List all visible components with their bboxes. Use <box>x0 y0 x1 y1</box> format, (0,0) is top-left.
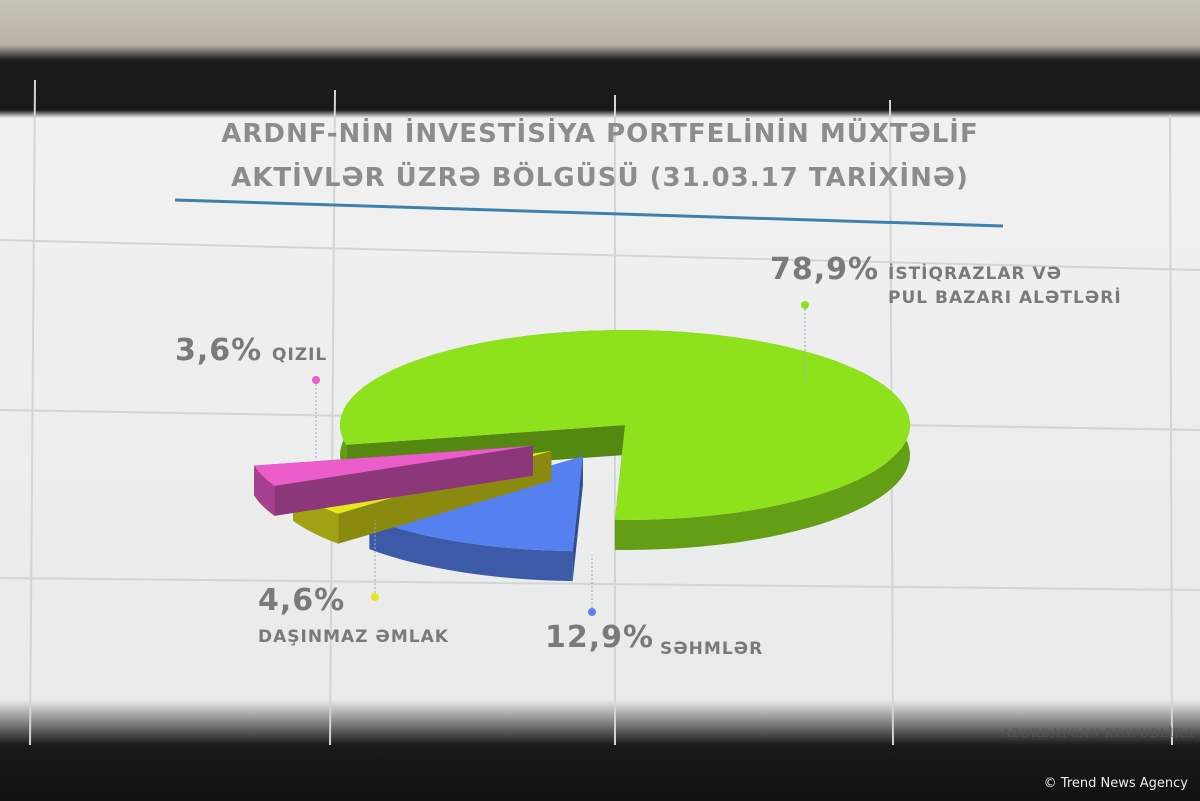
leader-dot <box>312 376 320 384</box>
credit: © Trend News Agency <box>1044 776 1189 791</box>
slice <box>340 330 910 520</box>
leader-dot <box>801 301 809 309</box>
slice <box>254 445 533 486</box>
slice-side <box>572 456 583 582</box>
value-label: 3,6% <box>175 333 263 368</box>
category-label: DAŞINMAZ ƏMLAK <box>258 627 449 647</box>
leader-dot <box>588 608 596 616</box>
category-label: SƏHMLƏR <box>660 639 764 659</box>
value-label: 78,9% <box>770 252 880 287</box>
logo-text: AZƏRBAYCAN RESPUBLİKA <box>1001 725 1195 740</box>
value-label: 12,9% <box>545 620 655 655</box>
category-label: İSTİQRAZLAR VƏ PUL BAZARI ALƏTLƏRİ <box>888 264 1122 308</box>
leader-dot <box>371 593 379 601</box>
value-label: 4,6% <box>258 583 346 618</box>
title-underline <box>174 198 1004 228</box>
slice-side <box>254 445 533 496</box>
chart-title: ARDNF-NİN İNVESTİSİYA PORTFELİNİN MÜXTƏL… <box>221 119 979 193</box>
slice-side <box>369 519 573 582</box>
category-label: QIZIL <box>272 345 328 365</box>
slice-side <box>254 465 275 516</box>
slice <box>254 445 533 516</box>
